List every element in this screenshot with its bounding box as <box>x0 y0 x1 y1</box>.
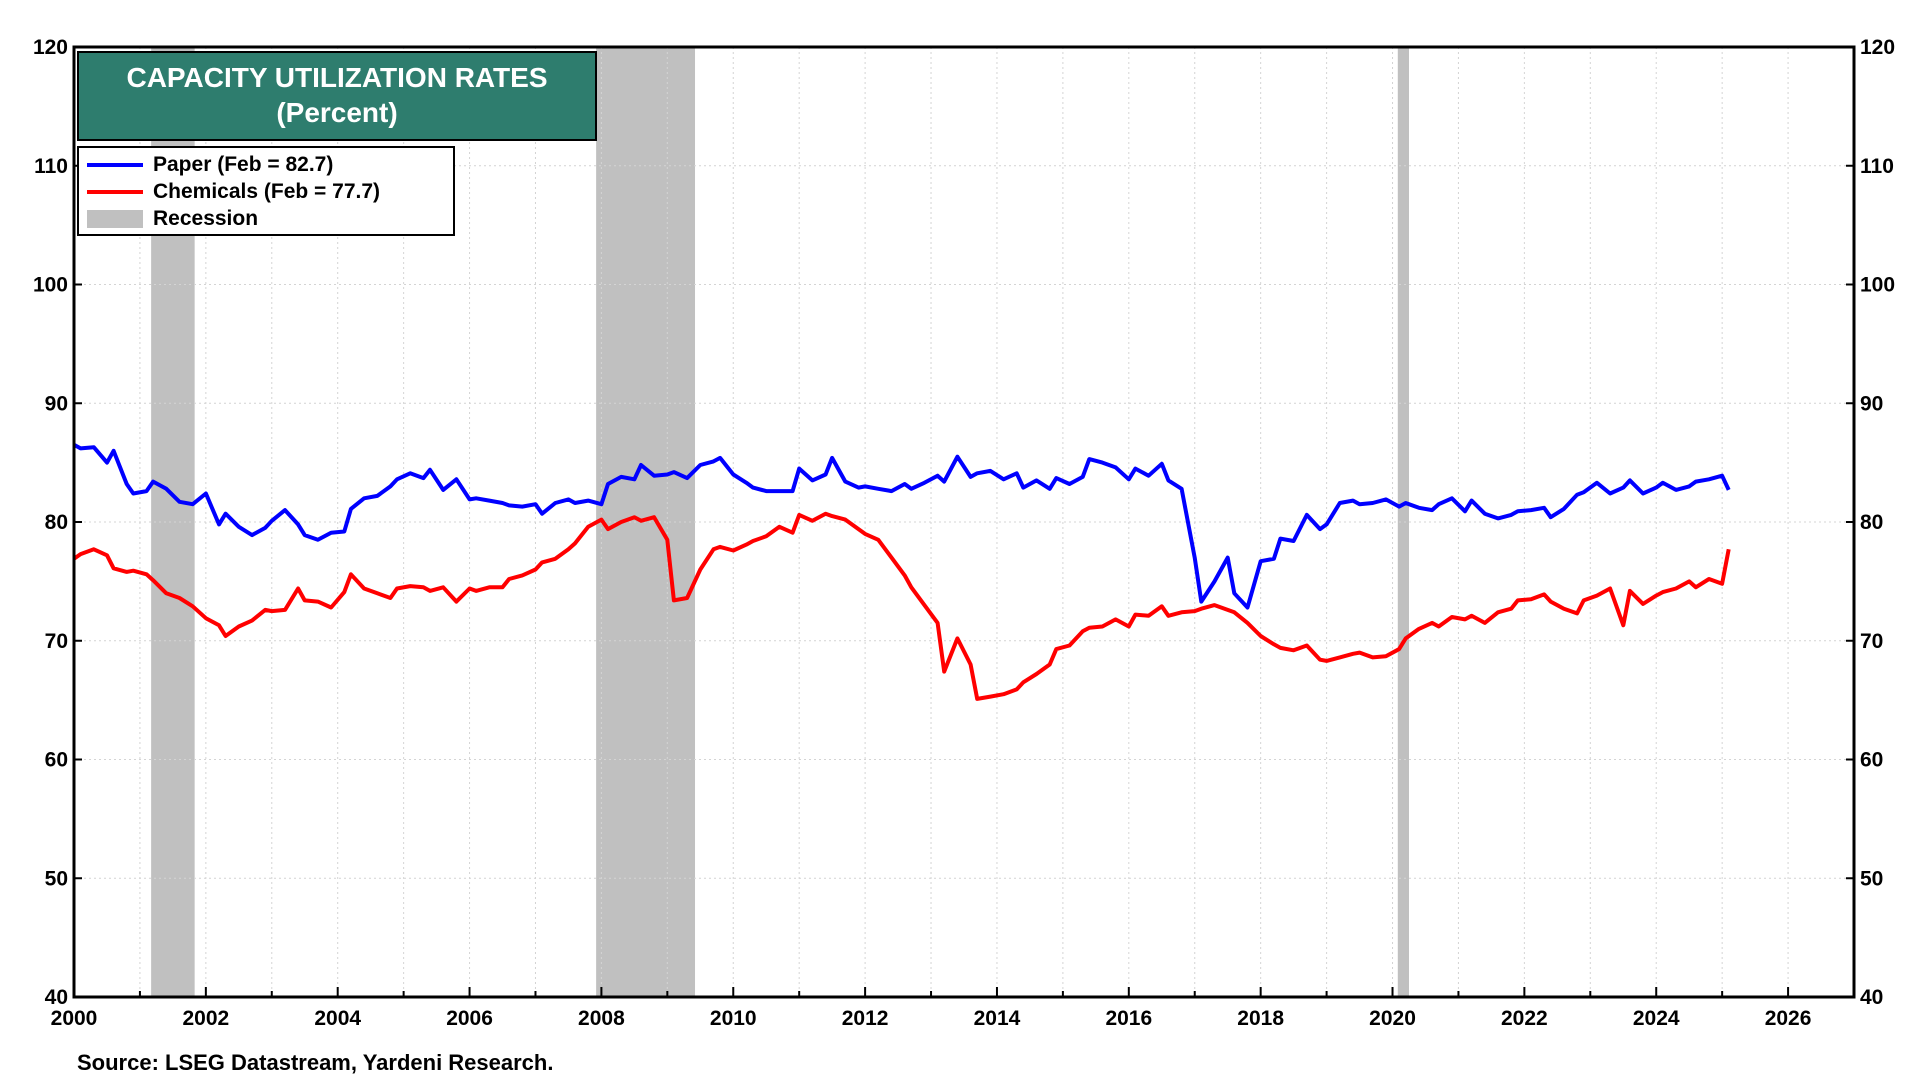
y-tick-label-left: 100 <box>33 274 68 297</box>
legend-item-recession: Recession <box>87 206 258 232</box>
legend-item-paper: Paper (Feb = 82.7) <box>87 152 333 178</box>
y-tick-label-right: 90 <box>1860 392 1883 415</box>
legend-swatch-recession <box>87 210 143 228</box>
x-tick-label: 2014 <box>974 1007 1021 1030</box>
y-tick-label-right: 60 <box>1860 749 1883 772</box>
y-tick-label-left: 120 <box>33 36 68 59</box>
legend: Paper (Feb = 82.7) Chemicals (Feb = 77.7… <box>77 146 455 236</box>
series-line-0 <box>73 443 1731 610</box>
y-axis: 40 40 50 50 60 60 70 70 80 80 90 90 100 100 110 110 120 1… <box>33 36 1895 1009</box>
legend-swatch-chemicals <box>87 190 143 194</box>
y-tick-label-left: 90 <box>45 392 68 415</box>
x-tick-label: 2016 <box>1105 1007 1152 1030</box>
y-tick-label-right: 50 <box>1860 867 1883 890</box>
legend-label-chemicals: Chemicals (Feb = 77.7) <box>153 180 381 203</box>
chart-subtitle: (Percent) <box>276 97 398 128</box>
x-tick-label: 2026 <box>1765 1007 1812 1030</box>
x-tick-label: 2022 <box>1501 1007 1548 1030</box>
chart-title-box: CAPACITY UTILIZATION RATES (Percent) <box>77 51 597 141</box>
x-tick-label: 2020 <box>1369 1007 1416 1030</box>
y-tick-label-left: 50 <box>45 867 68 890</box>
x-tick-label: 2018 <box>1237 1007 1284 1030</box>
x-tick-label: 2024 <box>1633 1007 1680 1030</box>
legend-label-paper: Paper (Feb = 82.7) <box>153 153 334 176</box>
x-tick-label: 2008 <box>578 1007 625 1030</box>
y-tick-label-right: 120 <box>1860 36 1895 59</box>
y-tick-label-right: 110 <box>1860 155 1894 178</box>
x-tick-label: 2012 <box>842 1007 889 1030</box>
legend-label-recession: Recession <box>153 207 259 230</box>
source-note: Source: LSEG Datastream, Yardeni Researc… <box>77 1050 554 1075</box>
recession-band-2 <box>1397 47 1409 997</box>
y-tick-label-left: 80 <box>45 511 68 534</box>
x-tick-label: 2006 <box>446 1007 493 1030</box>
x-tick-label: 2002 <box>182 1007 229 1030</box>
y-tick-label-right: 80 <box>1860 511 1883 534</box>
y-tick-label-right: 70 <box>1860 630 1883 653</box>
y-tick-label-left: 70 <box>45 630 68 653</box>
series-line-1 <box>72 511 1731 701</box>
x-tick-label: 2000 <box>51 1007 98 1030</box>
y-tick-label-left: 60 <box>45 749 68 772</box>
series-lines <box>72 443 1731 701</box>
y-tick-label-left: 110 <box>34 155 68 178</box>
chart-title: CAPACITY UTILIZATION RATES <box>126 62 548 93</box>
y-tick-label-right: 100 <box>1860 274 1895 297</box>
x-axis: 2000 2002 2004 2006 2008 2010 2012 2014 2016 2018… <box>51 987 1855 1030</box>
legend-item-chemicals: Chemicals (Feb = 77.7) <box>87 179 380 205</box>
y-tick-label-right: 40 <box>1860 986 1883 1009</box>
x-tick-label: 2004 <box>314 1007 361 1030</box>
x-tick-label: 2010 <box>710 1007 757 1030</box>
y-tick-label-left: 40 <box>45 986 68 1009</box>
legend-swatch-paper <box>87 163 143 167</box>
